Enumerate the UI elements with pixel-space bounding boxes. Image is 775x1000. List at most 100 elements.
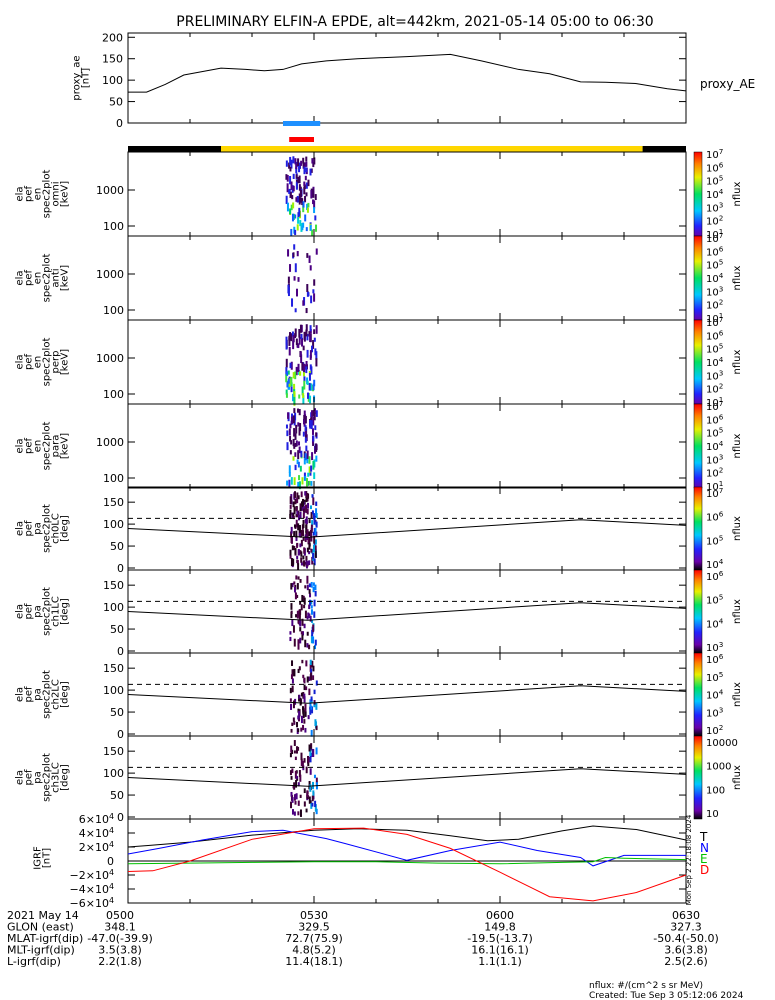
y-tick-label: 50 bbox=[110, 623, 124, 636]
row-label: 2021 May 14 bbox=[7, 909, 79, 922]
igrf-E-line bbox=[127, 856, 687, 865]
spectrogram-pixel bbox=[305, 558, 308, 565]
colorbar-tick-label-exp: 6 bbox=[719, 328, 724, 337]
spectrogram-pixel bbox=[313, 472, 316, 480]
spectrogram-pixel bbox=[286, 430, 289, 437]
y-axis-label: [keV] bbox=[60, 181, 71, 207]
colorbar-tick-label-base: 10 bbox=[706, 358, 719, 369]
spectrogram-pixel bbox=[292, 717, 295, 722]
spectrogram-pixel bbox=[301, 659, 304, 664]
spectrogram-pixel bbox=[314, 425, 317, 431]
spectrogram-pixel bbox=[306, 253, 309, 258]
spectrogram-pixel bbox=[304, 585, 307, 589]
y-tick-label: 1000 bbox=[96, 436, 124, 449]
spectrogram-pixel bbox=[290, 536, 293, 544]
spectrogram-pixel bbox=[299, 511, 302, 519]
y-axis-label: spec2plot bbox=[42, 670, 53, 719]
colorbar-tick-label-exp: 7 bbox=[719, 315, 724, 324]
colorbar-tick-label-base: 100 bbox=[706, 785, 725, 796]
spectrogram-pixel bbox=[307, 202, 310, 208]
spectrogram-pixel bbox=[302, 530, 305, 537]
row-value: -47.0(-39.9) bbox=[87, 932, 153, 945]
y-tick-label: 100 bbox=[103, 518, 124, 531]
colorbar-tick-label: 102 bbox=[706, 723, 723, 737]
spectrogram-pixel bbox=[286, 183, 289, 193]
spectrogram-pixel bbox=[294, 214, 297, 219]
spectrogram-pixel bbox=[292, 372, 295, 379]
colorbar-tick-label-base: 10 bbox=[706, 314, 719, 325]
spectrogram-pixel bbox=[314, 551, 317, 558]
spectrogram-pixel bbox=[293, 444, 296, 449]
spectrogram-pixel bbox=[294, 328, 297, 337]
spectrogram-pixel bbox=[303, 604, 306, 609]
spectrogram-pixel bbox=[312, 636, 315, 644]
colorbar-tick-label-exp: 4 bbox=[719, 616, 724, 625]
spectrogram-pixel bbox=[310, 481, 313, 486]
colorbar-tick-label: 105 bbox=[706, 593, 723, 607]
colorbar-tick-label-base: 10 bbox=[706, 708, 719, 719]
spectrogram-pixel bbox=[305, 494, 308, 503]
spectrogram-pixel bbox=[314, 800, 317, 808]
y-axis-label: ch2LC bbox=[51, 679, 62, 710]
y-axis-label: ela bbox=[15, 604, 26, 619]
spectrogram-pixel bbox=[292, 252, 295, 258]
spectrogram-pixel bbox=[285, 343, 288, 350]
colorbar-tick-label-exp: 5 bbox=[719, 670, 724, 679]
row-value: -19.5(-13.7) bbox=[467, 932, 533, 945]
spectrogram-pixel bbox=[306, 529, 309, 537]
spectrogram-pixel bbox=[301, 618, 304, 626]
spectrogram-pixel bbox=[303, 801, 306, 807]
spectrogram-pixel bbox=[309, 329, 312, 334]
spectrogram-pixel bbox=[310, 548, 313, 553]
y-tick-label-base: −6×10 bbox=[70, 897, 109, 910]
spectrogram-pixel bbox=[308, 519, 311, 524]
spectrogram-pixel bbox=[295, 514, 298, 518]
spectrogram-pixel bbox=[313, 337, 316, 342]
row-value: 0630 bbox=[672, 909, 700, 922]
spectrogram-pixel bbox=[290, 728, 293, 733]
spectrogram-pixel bbox=[289, 156, 292, 166]
spectrogram-pixel bbox=[313, 379, 316, 387]
spectrogram-pixel bbox=[290, 776, 293, 780]
spectrogram-pixel bbox=[306, 203, 309, 211]
y-tick-label-exp: 4 bbox=[109, 868, 114, 877]
spectrogram-pixel bbox=[292, 456, 295, 461]
spectrogram-pixel bbox=[290, 745, 293, 753]
spectrogram-pixel bbox=[306, 508, 309, 515]
spectrogram-pixel bbox=[300, 727, 303, 732]
colorbar-tick-label-exp: 4 bbox=[719, 557, 724, 566]
row-value: 3.5(3.8) bbox=[98, 944, 142, 957]
colorbar-tick-label-base: 10 bbox=[706, 469, 719, 480]
spectrogram-pixel bbox=[312, 340, 315, 349]
spectrogram-pixel bbox=[294, 756, 297, 761]
spectrogram-pixel bbox=[285, 374, 288, 383]
spectrogram-pixel bbox=[315, 248, 318, 255]
spectrogram-pixel bbox=[291, 722, 294, 726]
colorbar-tick-label-exp: 1 bbox=[719, 479, 724, 488]
spectrogram-pixel bbox=[301, 386, 304, 396]
y-axis-label: IGRF bbox=[33, 846, 44, 870]
spectrogram-pixel bbox=[299, 601, 302, 605]
spectrogram-pixel bbox=[311, 706, 314, 714]
pitch-angle-spectrogram-panel: 050100150elapefpaspec2plotch0LC[deg]1041… bbox=[15, 486, 744, 575]
colorbar-tick-label-exp: 6 bbox=[719, 652, 724, 661]
spectrogram-pixel bbox=[308, 466, 311, 473]
igrf-panel: 6×1044×1042×1040−2×104−4×104−6×104IGRF[n… bbox=[33, 812, 710, 910]
spectrogram-pixel bbox=[298, 446, 301, 454]
colorbar-tick-label-base: 10 bbox=[706, 287, 719, 298]
y-axis-label: ch3LC bbox=[51, 762, 62, 793]
spectrogram-pixel bbox=[308, 560, 311, 566]
spectrogram-pixel bbox=[299, 809, 302, 817]
colorbar-tick-label-exp: 5 bbox=[719, 258, 724, 267]
y-tick-label: 2×104 bbox=[79, 840, 114, 854]
row-value: 11.4(18.1) bbox=[285, 955, 343, 968]
spectrogram-pixel bbox=[297, 644, 300, 650]
colorbar-tick-label-base: 10 bbox=[706, 655, 719, 666]
spectrogram-pixel bbox=[294, 592, 297, 600]
spectrogram-pixel bbox=[309, 749, 312, 757]
colorbar-tick-label-base: 10000 bbox=[706, 738, 738, 749]
spectrogram-pixel bbox=[296, 721, 299, 728]
spectrogram-pixel bbox=[312, 665, 315, 672]
panel-frame bbox=[127, 735, 687, 820]
energy-spectrogram-panel: 1001000elapefenspec2plotpara[keV]1011021… bbox=[15, 399, 744, 493]
